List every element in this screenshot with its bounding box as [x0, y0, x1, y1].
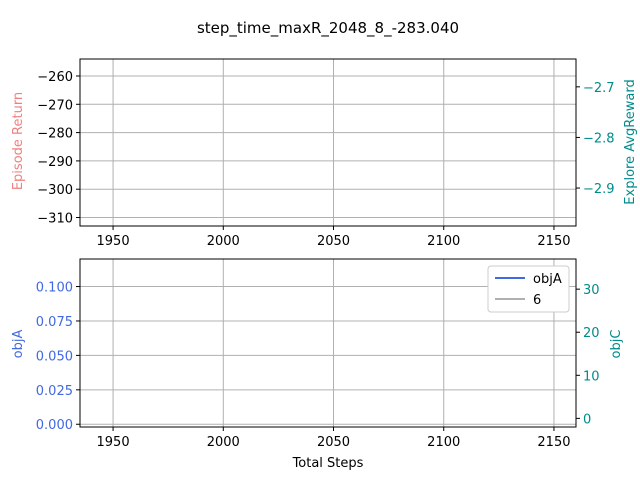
top-right-ytick-label: −2.9 [583, 182, 615, 197]
top-xtick-label: 2000 [207, 234, 240, 249]
bottom-xtick-label: 2150 [537, 435, 570, 450]
bottom-right-ytick-label: 0 [583, 412, 591, 427]
bottom-xlabel: Total Steps [292, 456, 364, 471]
legend-objA-label: objA [533, 272, 562, 287]
top-right-ytick-label: −2.7 [583, 81, 615, 96]
top-left-ytick-label: −300 [37, 183, 73, 198]
figure-title: step_time_maxR_2048_8_-283.040 [197, 19, 459, 38]
bottom-plot-frame [79, 258, 577, 428]
top-right-ytick-label: −2.8 [583, 131, 615, 146]
top-xtick-label: 2150 [537, 234, 570, 249]
top-left-ytick-label: −290 [37, 155, 73, 170]
bottom-right-ytick-label: 30 [583, 283, 600, 298]
bottom-right-ytick-label: 20 [583, 326, 600, 341]
top-right-ylabel: Explore AvgReward [623, 79, 638, 204]
bottom-xtick-label: 1950 [97, 435, 130, 450]
legend-6-label: 6 [533, 293, 541, 308]
top-chart-panel: 1950 2000 2050 2100 2150 −260 −270 −280 −290 −300… [37, 58, 615, 249]
top-left-ytick-label: −280 [37, 127, 73, 142]
bottom-left-ylabel: objA [11, 330, 26, 359]
bottom-left-ytick-label: 0.100 [36, 281, 73, 296]
bottom-right-ytick-label: 10 [583, 369, 600, 384]
bottom-left-ytick-label: 0.050 [36, 349, 73, 364]
top-left-ytick-label: −270 [37, 98, 73, 113]
top-xtick-label: 2100 [427, 234, 460, 249]
top-xtick-label: 2050 [317, 234, 350, 249]
top-left-ytick-label: −310 [37, 212, 73, 227]
legend: objA 6 [487, 265, 570, 313]
top-plot-frame [79, 58, 577, 227]
bottom-left-ytick-label: 0.075 [36, 315, 73, 330]
bottom-left-ytick-label: 0.025 [36, 384, 73, 399]
bottom-chart-panel: 1950 2000 2050 2100 2150 0.100 0.075 0.050 0.025… [36, 258, 600, 450]
bottom-right-ylabel: objC [609, 330, 624, 359]
top-left-ytick-label: −260 [37, 70, 73, 85]
top-xtick-label: 1950 [97, 234, 130, 249]
bottom-xtick-label: 2050 [317, 435, 350, 450]
top-left-ylabel: Episode Return [11, 92, 26, 190]
bottom-xtick-label: 2100 [427, 435, 460, 450]
bottom-xtick-label: 2000 [207, 435, 240, 450]
bottom-left-ytick-label: 0.000 [36, 418, 73, 433]
